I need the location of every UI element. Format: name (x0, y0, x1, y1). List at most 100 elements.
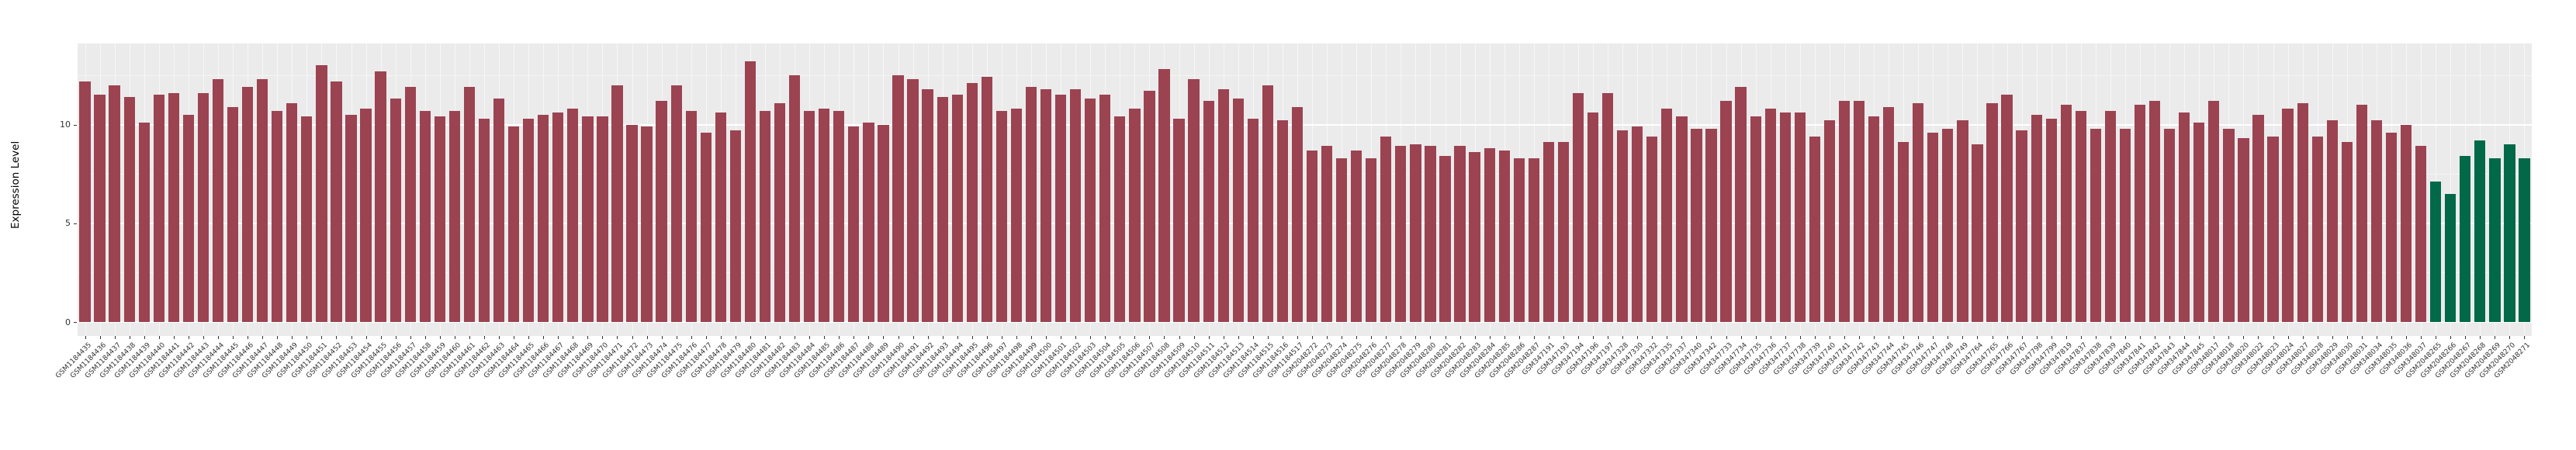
x-tick-mark (602, 336, 604, 339)
x-tick-mark (750, 336, 751, 339)
bar-GSM1184506 (1129, 109, 1141, 322)
bar-GSM1184516 (1276, 120, 1289, 322)
x-tick-mark (2006, 336, 2008, 339)
x-tick-mark (218, 336, 219, 339)
bar-GSM347191 (1542, 142, 1555, 322)
x-tick-mark (705, 336, 707, 339)
bar-GSM1184463 (493, 99, 505, 322)
bar-GSM1184512 (1217, 88, 1229, 322)
bar-GSM347197 (1601, 92, 1614, 322)
x-tick-mark (1844, 336, 1845, 339)
x-tick-mark (1030, 336, 1032, 339)
bar-GSM347845 (2193, 122, 2205, 322)
x-tick-mark (1874, 336, 1875, 339)
bar-GSM1184513 (1232, 99, 1244, 322)
bar-GSM347735 (1750, 116, 1761, 322)
bar-GSM1184489 (878, 124, 889, 322)
bar-GSM347332 (1646, 136, 1658, 322)
x-tick-mark (2480, 336, 2481, 339)
x-tick-mark (1430, 336, 1432, 339)
bar-GSM347328 (1617, 130, 1629, 322)
plot-panel (78, 43, 2532, 336)
bar-GSM1184477 (700, 132, 712, 322)
x-tick-mark (1090, 336, 1092, 339)
x-tick-mark (543, 336, 545, 339)
x-tick-mark (898, 336, 899, 339)
bar-GSM347733 (1720, 100, 1732, 322)
bar-GSM347738 (1794, 112, 1806, 322)
bar-GSM348020 (2238, 138, 2249, 322)
bar-GSM1184474 (656, 100, 667, 322)
x-tick-mark (1711, 336, 1712, 339)
x-tick-mark (1149, 336, 1151, 339)
x-tick-mark (780, 336, 781, 339)
x-tick-mark (1489, 336, 1491, 339)
x-tick-mark (144, 336, 145, 339)
bar-GSM347734 (1735, 87, 1747, 322)
bar-GSM1184488 (863, 122, 874, 322)
x-tick-mark (824, 336, 826, 339)
y-tick-label: 5 (65, 218, 71, 229)
bar-GSM347745 (1898, 142, 1909, 322)
bar-GSM1184443 (197, 92, 209, 322)
bar-GSM1184451 (316, 65, 327, 322)
x-tick-mark (233, 336, 234, 339)
x-tick-mark (1238, 336, 1239, 339)
bar-GSM1184450 (301, 116, 313, 322)
bar-GSM1184449 (286, 102, 298, 322)
bar-GSM1184462 (478, 118, 490, 322)
bar-GSM1184515 (1262, 85, 1273, 322)
x-tick-mark (1622, 336, 1624, 339)
bar-GSM2048265 (2430, 182, 2442, 322)
bar-GSM1184457 (404, 87, 416, 322)
x-tick-mark (336, 336, 338, 339)
bar-GSM1184447 (257, 78, 268, 322)
bar-GSM1184494 (951, 95, 963, 322)
x-tick-mark (1075, 336, 1077, 339)
bar-GSM2048283 (1469, 152, 1480, 322)
bar-GSM1184467 (552, 112, 564, 322)
bar-GSM348035 (2385, 132, 2398, 322)
x-tick-mark (351, 336, 352, 339)
x-tick-mark (1356, 336, 1358, 339)
bar-GSM348018 (2223, 128, 2235, 322)
x-tick-mark (957, 336, 958, 339)
bar-GSM1184484 (804, 110, 815, 322)
x-tick-mark (203, 336, 204, 339)
bar-GSM348024 (2282, 109, 2294, 322)
bar-GSM347194 (1572, 92, 1584, 322)
bar-GSM347842 (2148, 100, 2161, 322)
x-tick-mark (306, 336, 308, 339)
bar-GSM2048280 (1425, 146, 1436, 322)
bar-GSM1184438 (123, 96, 135, 322)
bar-GSM1184453 (345, 114, 357, 322)
x-tick-mark (2302, 336, 2304, 339)
bar-GSM2048278 (1395, 146, 1407, 322)
bar-GSM1184510 (1188, 78, 1200, 322)
major-gridline (78, 222, 2532, 224)
x-tick-mark (1312, 336, 1314, 339)
x-tick-mark (1681, 336, 1683, 339)
bar-GSM347837 (2075, 110, 2086, 322)
x-tick-mark (2051, 336, 2052, 339)
x-tick-mark (1814, 336, 1816, 339)
x-tick-mark (114, 336, 116, 339)
x-tick-mark (558, 336, 559, 339)
bar-GSM347841 (2134, 105, 2146, 322)
bar-GSM347743 (1868, 116, 1880, 322)
bar-GSM1184459 (434, 116, 445, 322)
bar-GSM348031 (2356, 105, 2367, 322)
bar-GSM348036 (2400, 124, 2412, 322)
bar-GSM1184480 (744, 61, 757, 322)
bar-GSM2048274 (1335, 158, 1348, 322)
bar-GSM347741 (1838, 100, 1851, 322)
bar-GSM1184482 (774, 102, 786, 322)
bar-GSM2048281 (1439, 156, 1451, 322)
bar-GSM348027 (2297, 102, 2308, 322)
x-tick-mark (1726, 336, 1727, 339)
x-tick-mark (1962, 336, 1964, 339)
bar-GSM347840 (2119, 128, 2131, 322)
bar-GSM1184479 (729, 130, 742, 322)
x-tick-mark (410, 336, 411, 339)
bar-GSM1184487 (848, 126, 860, 322)
